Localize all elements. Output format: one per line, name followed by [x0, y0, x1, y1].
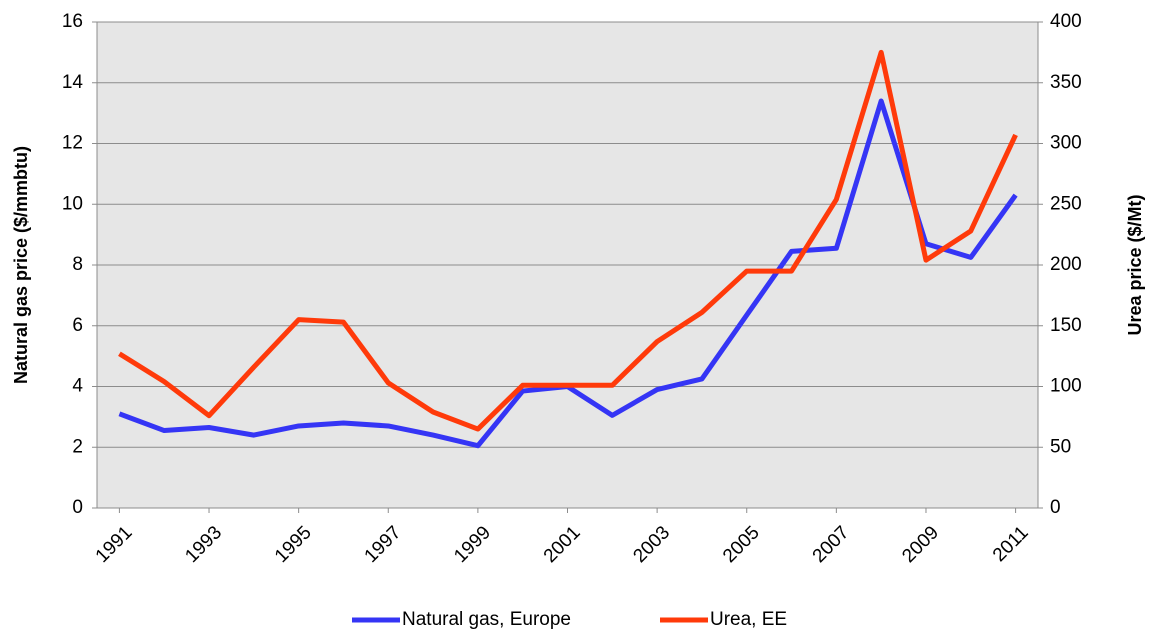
legend-label: Natural gas, Europe [402, 609, 571, 630]
y2-axis-label: Urea price ($/Mt) [1125, 194, 1145, 335]
y2-tick-label: 200 [1050, 254, 1082, 275]
legend-label: Urea, EE [710, 609, 787, 630]
y2-tick-label: 100 [1050, 376, 1082, 397]
x-tick-label: 1995 [271, 522, 316, 567]
x-tick-label: 2005 [719, 522, 764, 567]
y-tick-label: 0 [72, 497, 83, 518]
x-tick-label: 1999 [450, 522, 495, 567]
x-tick-label: 2007 [809, 522, 854, 567]
y2-tick-label: 400 [1050, 11, 1082, 32]
x-tick-label: 1993 [181, 522, 226, 567]
y-tick-label: 2 [72, 436, 83, 457]
series-line [118, 49, 1018, 432]
y-tick-label: 4 [72, 376, 83, 397]
y-tick-label: 16 [62, 11, 83, 32]
y-tick-label: 12 [62, 133, 83, 154]
y-tick-label: 8 [72, 254, 83, 275]
y2-tick-label: 300 [1050, 133, 1082, 154]
y-tick-label: 14 [62, 72, 84, 93]
y-tick-label: 10 [62, 193, 83, 214]
x-tick-label: 1991 [92, 522, 137, 567]
x-tick-label: 2001 [540, 522, 585, 567]
x-tick-label: 2009 [898, 522, 943, 567]
y-tick-label: 6 [72, 315, 83, 336]
y2-tick-label: 350 [1050, 72, 1082, 93]
y2-tick-label: 150 [1050, 315, 1082, 336]
y2-tick-label: 0 [1050, 497, 1061, 518]
y-axis-label: Natural gas price ($/mmbtu) [11, 146, 31, 384]
y2-tick-label: 250 [1050, 193, 1082, 214]
x-tick-label: 2011 [989, 522, 1033, 566]
x-tick-label: 2003 [629, 522, 674, 567]
x-tick-label: 1997 [361, 522, 406, 567]
y2-tick-label: 50 [1050, 436, 1071, 457]
